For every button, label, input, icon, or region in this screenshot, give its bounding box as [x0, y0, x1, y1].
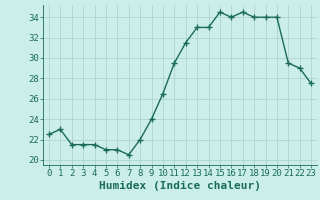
X-axis label: Humidex (Indice chaleur): Humidex (Indice chaleur)	[99, 181, 261, 191]
